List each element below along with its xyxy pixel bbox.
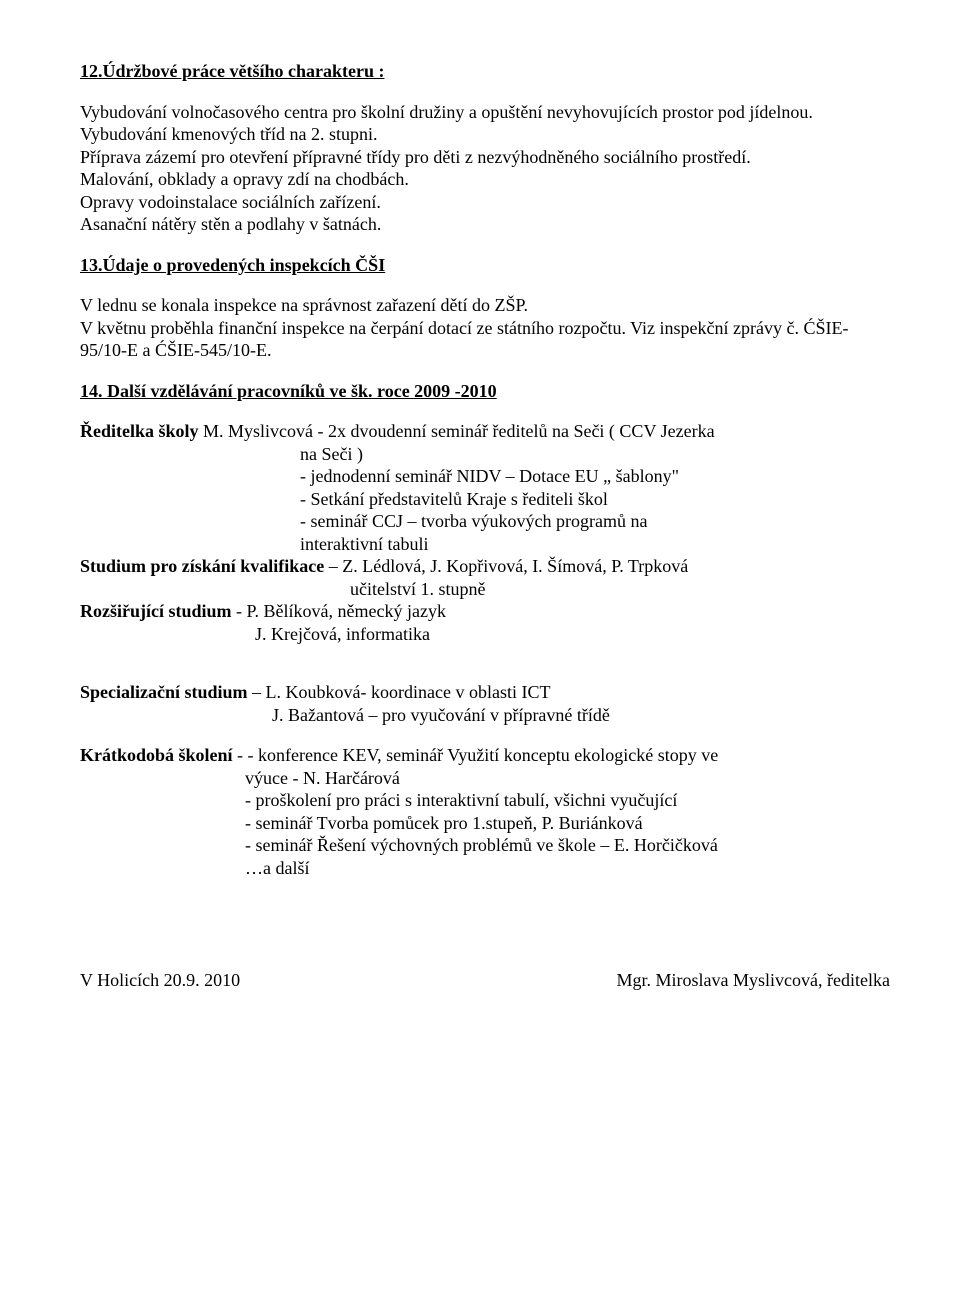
- footer-right: Mgr. Miroslava Myslivcová, ředitelka: [617, 969, 890, 992]
- footer: V Holicích 20.9. 2010 Mgr. Miroslava Mys…: [80, 969, 890, 992]
- kratk-block: Krátkodobá školení - - konference KEV, s…: [80, 744, 890, 879]
- reditelka-block: Ředitelka školy M. Myslivcová - 2x dvoud…: [80, 420, 890, 645]
- s12-p3: Příprava zázemí pro otevření přípravné t…: [80, 146, 890, 169]
- spec-label: Specializační studium: [80, 682, 248, 702]
- spec-line1: Specializační studium – L. Koubková- koo…: [80, 681, 890, 704]
- s12-p5: Opravy vodoinstalace sociálních zařízení…: [80, 191, 890, 214]
- reditelka-item-0: - 2x dvoudenní seminář ředitelů na Seči …: [318, 421, 715, 441]
- kratk-item-4: …a další: [80, 857, 890, 880]
- reditelka-item-5: interaktivní tabuli: [80, 533, 890, 556]
- s12-p6: Asanační nátěry stěn a podlahy v šatnách…: [80, 213, 890, 236]
- section-12-heading: 12.Údržbové práce většího charakteru :: [80, 60, 890, 83]
- kratk-label: Krátkodobá školení: [80, 745, 233, 765]
- section-13-heading: 13.Údaje o provedených inspekcích ČŠI: [80, 254, 890, 277]
- reditelka-item-1: na Seči ): [80, 443, 890, 466]
- kratk-item-1: - proškolení pro práci s interaktivní ta…: [80, 789, 890, 812]
- studium-rest: – Z. Lédlová, J. Kopřivová, I. Šímová, P…: [324, 556, 688, 576]
- kratk-line1: Krátkodobá školení - - konference KEV, s…: [80, 744, 890, 767]
- reditelka-name: M. Myslivcová: [199, 421, 314, 441]
- reditelka-line1: Ředitelka školy M. Myslivcová - 2x dvoud…: [80, 420, 890, 443]
- rozsir-line1: Rozšiřující studium - P. Bělíková, němec…: [80, 600, 890, 623]
- section-14-heading: 14. Další vzdělávání pracovníků ve šk. r…: [80, 380, 890, 403]
- studium-line2: učitelství 1. stupně: [80, 578, 890, 601]
- s13-p2: V květnu proběhla finanční inspekce na č…: [80, 317, 890, 362]
- spec-rest: – L. Koubková- koordinace v oblasti ICT: [248, 682, 551, 702]
- section-12-body: Vybudování volnočasového centra pro škol…: [80, 101, 890, 236]
- studium-label: Studium pro získání kvalifikace: [80, 556, 324, 576]
- kratk-rest: - - konference KEV, seminář Využití konc…: [233, 745, 719, 765]
- reditelka-item-3: - Setkání představitelů Kraje s řediteli…: [80, 488, 890, 511]
- kratk-item-0: výuce - N. Harčárová: [80, 767, 890, 790]
- spec-block: Specializační studium – L. Koubková- koo…: [80, 681, 890, 726]
- kratk-item-2: - seminář Tvorba pomůcek pro 1.stupeň, P…: [80, 812, 890, 835]
- s12-p1: Vybudování volnočasového centra pro škol…: [80, 101, 890, 124]
- footer-left: V Holicích 20.9. 2010: [80, 969, 240, 992]
- reditelka-item-4: - seminář CCJ – tvorba výukových program…: [80, 510, 890, 533]
- rozsir-label: Rozšiřující studium: [80, 601, 232, 621]
- s12-p2: Vybudování kmenových tříd na 2. stupni.: [80, 123, 890, 146]
- s12-p4: Malování, obklady a opravy zdí na chodbá…: [80, 168, 890, 191]
- kratk-item-3: - seminář Řešení výchovných problémů ve …: [80, 834, 890, 857]
- rozsir-rest: - P. Bělíková, německý jazyk: [232, 601, 446, 621]
- studium-line1: Studium pro získání kvalifikace – Z. Léd…: [80, 555, 890, 578]
- spec-line2: J. Bažantová – pro vyučování v přípravné…: [80, 704, 890, 727]
- reditelka-label: Ředitelka školy: [80, 421, 199, 441]
- section-13-body: V lednu se konala inspekce na správnost …: [80, 294, 890, 362]
- rozsir-line2: J. Krejčová, informatika: [80, 623, 890, 646]
- reditelka-item-2: - jednodenní seminář NIDV – Dotace EU „ …: [80, 465, 890, 488]
- s13-p1: V lednu se konala inspekce na správnost …: [80, 294, 890, 317]
